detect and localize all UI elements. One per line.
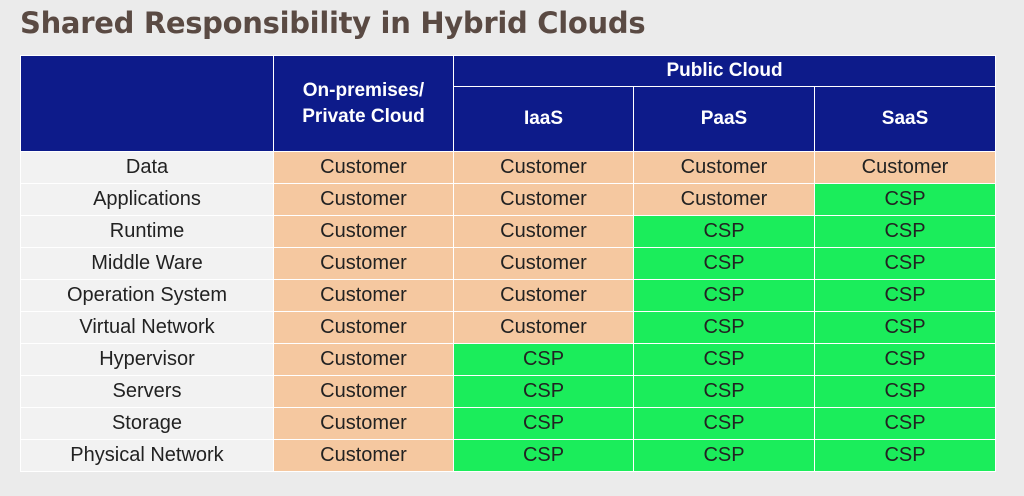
cell-iaas: Customer xyxy=(453,279,634,312)
cell-paas: CSP xyxy=(633,247,815,280)
cell-saas: CSP xyxy=(813,407,997,440)
cell-on-premises: Customer xyxy=(273,247,454,280)
cell-iaas: CSP xyxy=(453,375,634,408)
cell-paas: Customer xyxy=(633,183,815,216)
cell-paas: CSP xyxy=(633,279,815,312)
cell-saas: CSP xyxy=(813,375,997,408)
table-row: Data Customer Customer Customer Customer xyxy=(20,151,997,184)
cell-paas: CSP xyxy=(633,215,815,248)
row-label: Physical Network xyxy=(20,439,274,472)
page-title: Shared Responsibility in Hybrid Clouds xyxy=(20,6,646,40)
cell-saas: CSP xyxy=(813,343,997,376)
table-row: Physical Network Customer CSP CSP CSP xyxy=(20,439,997,472)
cell-saas: Customer xyxy=(813,151,997,184)
row-label: Runtime xyxy=(20,215,274,248)
cell-iaas: Customer xyxy=(453,215,634,248)
cell-saas: CSP xyxy=(813,311,997,344)
cell-saas: CSP xyxy=(813,439,997,472)
row-label: Data xyxy=(20,151,274,184)
header-on-premises-line2: Private Cloud xyxy=(302,105,425,127)
cell-on-premises: Customer xyxy=(273,407,454,440)
table-row: Middle Ware Customer Customer CSP CSP xyxy=(20,247,997,280)
cell-iaas: CSP xyxy=(453,407,634,440)
cell-on-premises: Customer xyxy=(273,375,454,408)
corner-header xyxy=(20,55,274,152)
table-row: Servers Customer CSP CSP CSP xyxy=(20,375,997,408)
cell-saas: CSP xyxy=(813,279,997,312)
cell-saas: CSP xyxy=(813,183,997,216)
row-label: Servers xyxy=(20,375,274,408)
table-body: Data Customer Customer Customer Customer Appl… xyxy=(20,151,997,472)
header-on-premises-line1: On-premises/ xyxy=(302,79,425,101)
row-label: Storage xyxy=(20,407,274,440)
cell-on-premises: Customer xyxy=(273,311,454,344)
header-on-premises: On-premises/ Private Cloud xyxy=(273,55,454,152)
table-row: Storage Customer CSP CSP CSP xyxy=(20,407,997,440)
responsibility-table: On-premises/ Private Cloud Public Cloud … xyxy=(20,55,997,472)
cell-saas: CSP xyxy=(813,247,997,280)
table-row: Runtime Customer Customer CSP CSP xyxy=(20,215,997,248)
cell-paas: CSP xyxy=(633,439,815,472)
cell-on-premises: Customer xyxy=(273,279,454,312)
row-label: Applications xyxy=(20,183,274,216)
table-row: Hypervisor Customer CSP CSP CSP xyxy=(20,343,997,376)
header-public-cloud: Public Cloud xyxy=(452,55,997,87)
cell-paas: CSP xyxy=(633,407,815,440)
header-paas: PaaS xyxy=(633,86,815,152)
cell-iaas: Customer xyxy=(453,247,634,280)
row-label: Operation System xyxy=(20,279,274,312)
table-row: Virtual Network Customer Customer CSP CSP xyxy=(20,311,997,344)
cell-iaas: CSP xyxy=(453,343,634,376)
cell-iaas: Customer xyxy=(453,151,634,184)
cell-saas: CSP xyxy=(813,215,997,248)
cell-paas: CSP xyxy=(633,343,815,376)
cell-on-premises: Customer xyxy=(273,439,454,472)
header-row-sub: IaaS PaaS SaaS xyxy=(21,86,997,152)
header-iaas: IaaS xyxy=(453,86,634,152)
cell-on-premises: Customer xyxy=(273,215,454,248)
table-row: Operation System Customer Customer CSP CSP xyxy=(20,279,997,312)
cell-iaas: Customer xyxy=(453,311,634,344)
row-label: Middle Ware xyxy=(20,247,274,280)
cell-on-premises: Customer xyxy=(273,343,454,376)
cell-iaas: CSP xyxy=(453,439,634,472)
header-saas: SaaS xyxy=(813,86,997,152)
cell-paas: CSP xyxy=(633,375,815,408)
table-header: On-premises/ Private Cloud Public Cloud … xyxy=(20,55,997,152)
cell-on-premises: Customer xyxy=(273,183,454,216)
cell-iaas: Customer xyxy=(453,183,634,216)
cell-paas: CSP xyxy=(633,311,815,344)
row-label: Hypervisor xyxy=(20,343,274,376)
table-row: Applications Customer Customer Customer CSP xyxy=(20,183,997,216)
row-label: Virtual Network xyxy=(20,311,274,344)
header-row-top: On-premises/ Private Cloud Public Cloud xyxy=(20,55,997,152)
cell-paas: Customer xyxy=(633,151,815,184)
cell-on-premises: Customer xyxy=(273,151,454,184)
